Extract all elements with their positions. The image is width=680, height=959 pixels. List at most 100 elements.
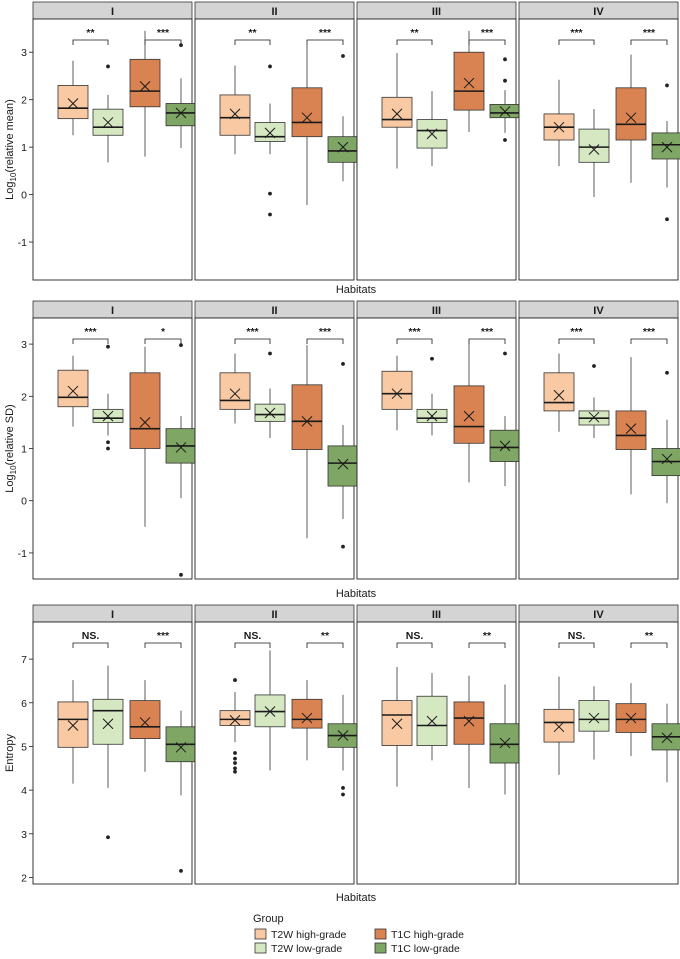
panel-frame <box>356 621 517 885</box>
panel-frame <box>194 317 355 580</box>
significance-label: *** <box>643 27 656 39</box>
mean-marker <box>229 108 241 120</box>
significance-bracket <box>558 39 595 45</box>
y-axis-label: Entropy <box>4 734 16 772</box>
box-iqr <box>327 136 359 163</box>
significance-bracket <box>72 642 109 648</box>
box-t1c-high <box>291 680 323 761</box>
facet-panel-III: III NS. ** <box>356 604 521 885</box>
box-iqr <box>129 58 161 108</box>
box-t1c-high <box>453 341 485 483</box>
y-tick-label: -1 <box>18 548 27 560</box>
mean-marker <box>588 144 600 155</box>
significance-label: ** <box>321 630 330 642</box>
mean-marker <box>463 77 475 89</box>
significance-label: NS. <box>244 630 262 642</box>
mean-marker <box>229 714 241 726</box>
outlier-point <box>233 751 237 755</box>
box-t1c-high <box>129 680 161 772</box>
significance-label: *** <box>246 326 259 338</box>
mean-marker <box>139 717 151 728</box>
x-axis-label: Habitats <box>336 284 377 296</box>
outlier-point <box>106 64 110 69</box>
panel-frame <box>32 18 193 281</box>
box-iqr <box>165 103 197 127</box>
significance-bracket <box>630 39 668 45</box>
box-t2w-high <box>381 666 413 787</box>
significance-label: *** <box>570 27 583 39</box>
box-iqr <box>543 708 575 743</box>
significance-label: NS. <box>82 630 100 642</box>
significance-label: *** <box>570 326 583 338</box>
significance-bracket <box>558 338 595 344</box>
mean-marker <box>301 416 313 427</box>
box-t2w-low <box>416 356 448 436</box>
mean-marker <box>391 388 403 400</box>
y-tick-label: 0 <box>21 496 27 508</box>
box-t1c-low <box>327 694 359 797</box>
mean-marker <box>588 712 600 724</box>
outlier-point <box>268 191 272 196</box>
mean-marker <box>175 442 187 453</box>
mean-marker <box>661 141 673 153</box>
box-t2w-low <box>578 686 610 760</box>
box-iqr <box>327 445 359 487</box>
box-t2w-low <box>578 364 610 439</box>
significance-label: ** <box>483 630 492 642</box>
box-t2w-high <box>57 355 89 427</box>
box-t1c-high <box>291 45 323 206</box>
significance-bracket <box>630 642 668 648</box>
facet-strip-label: III <box>432 6 441 18</box>
y-tick-label: 2 <box>21 95 27 107</box>
outlier-point <box>665 370 669 375</box>
mean-marker <box>175 107 187 119</box>
outlier-point <box>592 364 596 368</box>
mean-marker <box>499 106 511 117</box>
facet-strip-label: II <box>271 609 277 621</box>
mean-marker <box>553 389 565 401</box>
box-iqr <box>615 410 647 450</box>
box-t1c-high <box>453 30 485 132</box>
mean-marker <box>337 458 349 470</box>
mean-marker <box>301 112 313 124</box>
legend-swatch-t2w-low-grade <box>254 942 267 954</box>
significance-bracket <box>234 642 271 648</box>
box-t1c-high <box>453 675 485 788</box>
outlier-point <box>106 835 110 840</box>
y-axis-label-main: Log <box>4 181 16 199</box>
y-tick-label: -1 <box>18 237 27 249</box>
mean-marker <box>139 81 151 92</box>
x-axis-label: Habitats <box>336 892 377 904</box>
box-t1c-high <box>615 54 647 183</box>
box-t1c-low <box>651 703 680 783</box>
facet-strip-label: I <box>111 609 114 621</box>
mean-marker <box>661 732 673 744</box>
facet-strip-label: IV <box>593 609 604 621</box>
y-axis-label-rest: (relative mean) <box>4 99 16 172</box>
facet-strip-label: IV <box>593 6 604 18</box>
box-iqr <box>543 372 575 412</box>
significance-label: *** <box>157 27 170 39</box>
box-t1c-low <box>489 684 521 795</box>
mean-marker <box>337 730 349 741</box>
box-t1c-low <box>165 343 197 577</box>
significance-bracket <box>396 39 433 45</box>
significance-bracket <box>306 642 344 648</box>
mean-marker <box>625 712 637 724</box>
facet-panel-I: I NS. *** <box>32 604 197 885</box>
mean-marker <box>67 98 79 109</box>
legend-swatch-t1c-high-grade <box>374 928 387 940</box>
box-t1c-low <box>327 362 359 549</box>
outlier-point <box>503 78 507 83</box>
panel-frame <box>356 18 517 281</box>
chart-row-3: Entropy 2 3 4 5 6 7 Habitats I NS. *** II NS. ** III NS… <box>4 604 680 904</box>
facet-strip-label: I <box>111 6 114 18</box>
mean-marker <box>661 453 673 465</box>
mean-marker <box>499 440 511 452</box>
significance-label: NS. <box>568 630 586 642</box>
outlier-point <box>233 766 237 771</box>
panel-frame <box>194 621 355 885</box>
facet-panel-III: III** *** <box>356 1 521 281</box>
box-t2w-high <box>543 676 575 775</box>
